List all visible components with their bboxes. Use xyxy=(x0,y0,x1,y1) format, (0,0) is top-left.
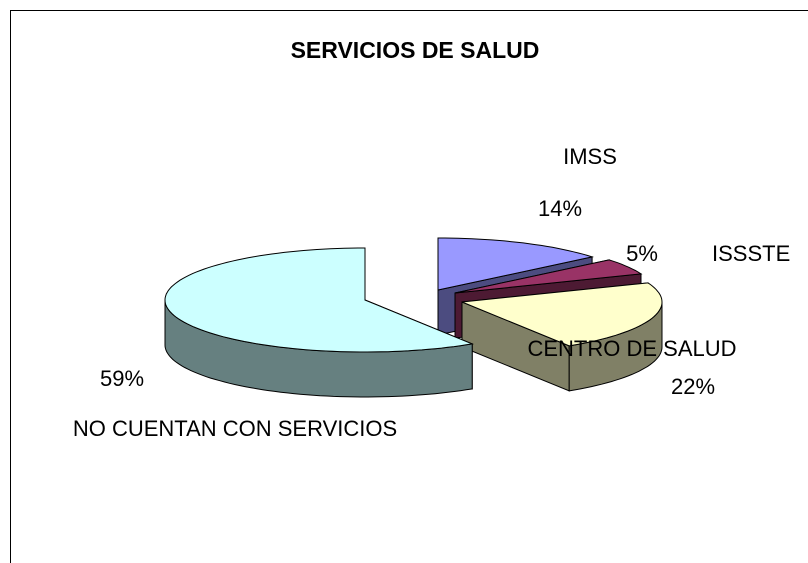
slice-category-label: NO CUENTAN CON SERVICIOS xyxy=(73,416,397,441)
pie-slice xyxy=(454,259,643,294)
slice-category-label: IMSS xyxy=(563,144,617,169)
slice-category-label: CENTRO DE SALUD xyxy=(527,336,736,361)
slice-value-label: 22% xyxy=(671,374,715,399)
pie-slice xyxy=(437,237,595,291)
chart-title: SERVICIOS DE SALUD xyxy=(291,37,540,63)
slice-value-label: 14% xyxy=(538,196,582,221)
pie-slice xyxy=(461,282,663,347)
slice-value-label: 59% xyxy=(100,366,144,391)
chart-frame xyxy=(10,10,808,563)
pie-slice xyxy=(164,247,475,353)
slice-value-label: 5% xyxy=(626,241,658,266)
slice-category-label: ISSSTE xyxy=(712,241,790,266)
